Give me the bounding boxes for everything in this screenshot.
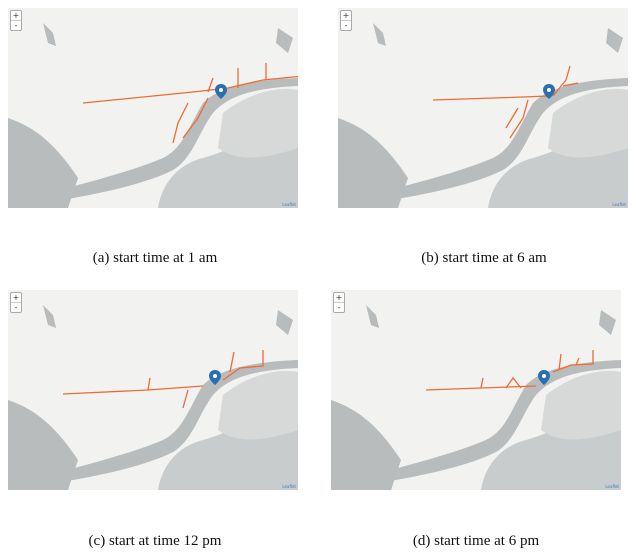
map-pin-icon[interactable] (538, 370, 550, 385)
map-pin-icon[interactable] (215, 84, 227, 99)
route-lines (432, 65, 579, 139)
zoom-in-button[interactable]: + (12, 293, 20, 302)
lake (43, 305, 56, 328)
map-canvas (8, 8, 298, 208)
zoom-out-button[interactable]: - (11, 302, 21, 312)
lake (276, 310, 293, 335)
map-panel-b[interactable]: + - Leaflet (338, 8, 628, 208)
zoom-control: + - (10, 292, 22, 313)
map-panel-d[interactable]: + - Leaflet (331, 290, 621, 490)
urban-area (541, 370, 621, 440)
zoom-control: + - (333, 292, 345, 313)
attribution[interactable]: Leaflet (612, 202, 626, 207)
sea-water (8, 400, 78, 490)
route-lines (425, 350, 594, 391)
caption-b: (b) start time at 6 am (421, 250, 547, 266)
attribution[interactable]: Leaflet (282, 484, 296, 489)
urban-area (218, 88, 298, 158)
sea-water (338, 118, 408, 208)
map-pin-icon[interactable] (543, 84, 555, 99)
route-lines (82, 63, 298, 144)
caption-d: (d) start time at 6 pm (412, 533, 540, 549)
lake (276, 28, 293, 53)
caption-c: (c) start at time 12 pm (88, 533, 222, 549)
urban-area (218, 370, 298, 440)
caption-a: (a) start time at 1 am (92, 250, 218, 266)
map-canvas (8, 290, 298, 490)
urban-area (548, 88, 628, 158)
map-canvas (338, 8, 628, 208)
zoom-out-button[interactable]: - (11, 20, 21, 30)
zoom-control: + - (340, 10, 352, 31)
map-panel-a[interactable]: + - Leaflet (8, 8, 298, 208)
lake (606, 28, 623, 53)
lake (366, 305, 379, 328)
zoom-control: + - (10, 10, 22, 31)
zoom-in-button[interactable]: + (342, 11, 350, 20)
lake (373, 23, 386, 46)
lake (599, 310, 616, 335)
zoom-out-button[interactable]: - (341, 20, 351, 30)
zoom-in-button[interactable]: + (335, 293, 343, 302)
attribution[interactable]: Leaflet (605, 484, 619, 489)
sea-water (331, 400, 401, 490)
map-canvas (331, 290, 621, 490)
route-lines (62, 350, 264, 409)
attribution[interactable]: Leaflet (282, 202, 296, 207)
sea-water (8, 118, 78, 208)
zoom-out-button[interactable]: - (334, 302, 344, 312)
map-panel-c[interactable]: + - Leaflet (8, 290, 298, 490)
map-pin-icon[interactable] (209, 370, 221, 385)
lake (43, 23, 56, 46)
zoom-in-button[interactable]: + (12, 11, 20, 20)
